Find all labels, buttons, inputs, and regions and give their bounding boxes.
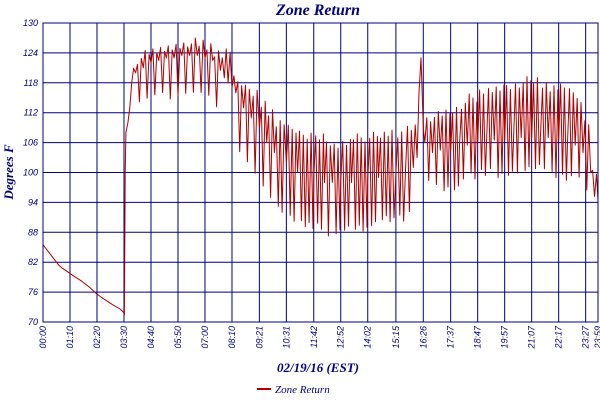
x-tick-label: 21:07 <box>527 325 537 350</box>
y-tick-label: 94 <box>28 197 38 207</box>
x-tick-label: 12:52 <box>336 326 346 349</box>
y-tick-label: 130 <box>23 18 38 28</box>
legend: Zone Return <box>257 384 330 396</box>
y-tick-label: 118 <box>24 78 38 88</box>
x-tick-label: 14:02 <box>363 326 373 349</box>
x-tick-label: 01:10 <box>65 326 75 349</box>
y-tick-label: 76 <box>28 287 38 297</box>
x-tick-label: 22:17 <box>554 325 564 350</box>
x-tick-label: 15:15 <box>391 325 401 349</box>
x-tick-labels: 00:00 01:10 02:20 03:30 04:40 05:50 07:00 08:10… <box>38 325 600 350</box>
series-layer <box>42 37 599 315</box>
x-tick-label: 03:30 <box>119 326 129 349</box>
y-tick-label: 106 <box>23 138 38 148</box>
x-tick-label: 07:00 <box>200 326 210 349</box>
x-tick-label: 23:27 <box>581 325 591 350</box>
x-tick-label: 11:42 <box>309 326 319 348</box>
legend-label: Zone Return <box>275 384 330 396</box>
x-tick-label: 17:37 <box>446 325 456 349</box>
x-tick-label: 10:31 <box>281 326 291 349</box>
x-tick-label: 09:21 <box>254 326 264 349</box>
y-axis-title: Degrees F <box>1 144 16 201</box>
x-tick-label: 16:26 <box>418 326 428 349</box>
y-tick-label: 82 <box>28 257 38 267</box>
x-tick-label: 05:50 <box>173 326 183 349</box>
y-tick-label: 88 <box>28 227 38 237</box>
chart-title: Zone Return <box>275 2 360 19</box>
x-tick-label: 04:40 <box>146 326 156 349</box>
x-tick-label: 08:10 <box>227 326 237 349</box>
y-tick-label: 100 <box>23 168 38 178</box>
x-tick-label: 00:00 <box>38 326 48 349</box>
y-tick-label: 70 <box>28 317 38 327</box>
x-tick-label: 02:20 <box>92 326 102 349</box>
y-tick-labels: 70 76 82 88 94 100 106 112 118 124 130 <box>23 18 38 327</box>
plot-frame <box>42 22 599 323</box>
x-tick-label: 18:47 <box>473 325 483 349</box>
x-tick-label: 19:57 <box>500 325 510 349</box>
y-tick-label: 112 <box>24 108 38 118</box>
series-line <box>42 37 599 315</box>
y-tick-label: 124 <box>23 48 38 58</box>
x-tick-label: 23:59 <box>593 326 600 350</box>
x-axis-title: 02/19/16 (EST) <box>277 360 359 375</box>
